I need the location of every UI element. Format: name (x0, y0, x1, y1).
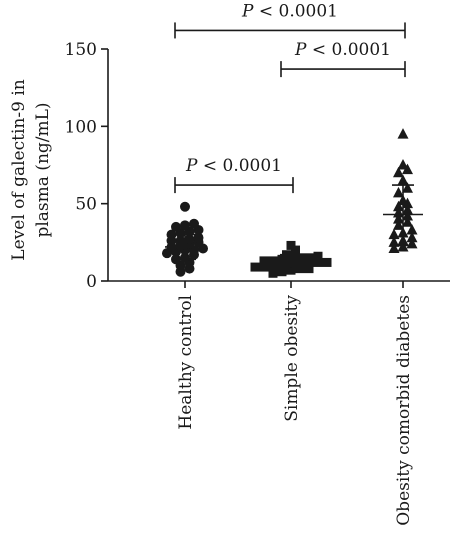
data-point (286, 265, 296, 275)
data-point (313, 257, 323, 267)
data-point (189, 218, 199, 229)
p-value-text: < 0.0001 (306, 40, 391, 60)
y-tick-label: 0 (86, 272, 97, 292)
data-point (277, 267, 287, 277)
p-value-text: < 0.0001 (253, 1, 338, 21)
data-point (393, 200, 404, 212)
data-point (397, 174, 409, 185)
data-point (388, 242, 400, 254)
data-point (304, 253, 314, 263)
data-point (313, 251, 323, 261)
data-point (286, 240, 296, 250)
data-point (250, 262, 260, 272)
data-point (393, 219, 404, 230)
data-point (393, 186, 404, 198)
category-label: Obesity comorbid diabetes (394, 295, 414, 526)
data-point (406, 223, 418, 235)
data-point (291, 245, 300, 255)
data-point (184, 234, 195, 245)
data-point (388, 228, 400, 240)
data-point (175, 235, 186, 246)
data-point (402, 197, 413, 209)
data-point (166, 229, 177, 240)
data-point (259, 262, 269, 272)
y-tick-label: 50 (75, 195, 97, 215)
data-point (277, 261, 287, 271)
y-axis-title-line-2: plasma (ng/mL) (33, 102, 53, 237)
axes (107, 49, 450, 282)
data-point (259, 256, 269, 266)
category-label: Simple obesity (282, 295, 302, 422)
y-tick-label: 150 (65, 40, 97, 60)
data-point (304, 257, 314, 267)
p-symbol: P (294, 40, 307, 60)
data-point (171, 221, 181, 232)
p-value-label: P < 0.0001 (294, 40, 391, 60)
data-point (295, 253, 305, 263)
data-point (393, 166, 404, 178)
data-point (397, 159, 409, 170)
data-point (402, 203, 413, 215)
data-point (268, 268, 278, 278)
data-point (277, 254, 287, 264)
data-point (402, 216, 413, 227)
category-labels: Healthy control Simple obesity Obesity com… (176, 281, 414, 526)
data-point (268, 261, 278, 271)
y-axis-title-line-1: Level of galectin-9 in (9, 79, 29, 260)
data-point (397, 128, 409, 139)
y-tick-label: 100 (65, 117, 97, 137)
data-point (322, 257, 332, 267)
data-point (402, 182, 413, 193)
y-ticks: 0 50 100 150 (65, 40, 108, 292)
data-point (388, 236, 400, 247)
data-point (393, 213, 404, 224)
p-value-label: P < 0.0001 (185, 156, 282, 176)
data-point (295, 259, 305, 269)
p-value-text: < 0.0001 (197, 156, 282, 176)
p-value-label: P < 0.0001 (241, 1, 338, 21)
y-axis-title: Level of galectin-9 in plasma (ng/mL) (9, 79, 53, 260)
data-point (406, 231, 418, 243)
category-label: Healthy control (176, 295, 196, 430)
data-point (304, 264, 314, 274)
error-bars (165, 184, 423, 270)
p-symbol: P (241, 1, 254, 21)
p-symbol: P (185, 156, 198, 176)
data-point (180, 220, 190, 231)
data-point (180, 201, 190, 212)
